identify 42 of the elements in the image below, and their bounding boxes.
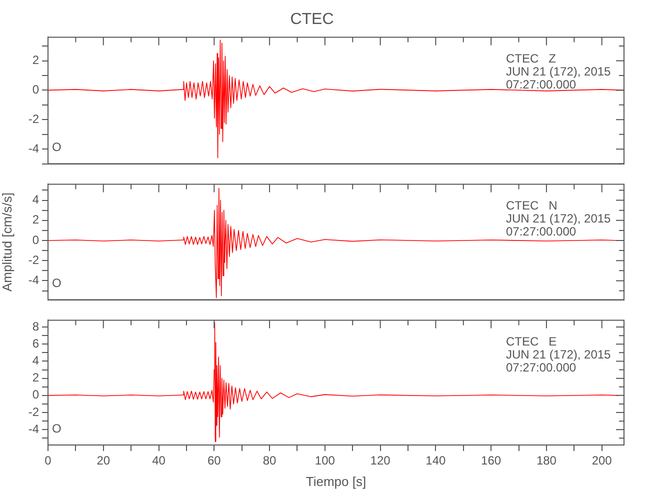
x-tick-label: 180 [536, 454, 557, 468]
y-tick-label: 0 [32, 232, 40, 247]
x-tick-label: 40 [152, 454, 166, 468]
x-tick-label: 20 [96, 454, 110, 468]
y-tick-label: -2 [28, 112, 40, 126]
annotation: 07:27:00.000 [506, 360, 576, 375]
x-tick-label: 60 [207, 454, 222, 468]
y-tick-label: 2 [32, 370, 40, 385]
x-axis-title: Tiempo [s] [306, 474, 366, 489]
annotation: 07:27:00.000 [506, 78, 576, 92]
y-tick-label: 2 [32, 212, 40, 227]
x-tick-label: 160 [481, 454, 502, 468]
y-tick-label: -4 [28, 422, 40, 436]
annotation: JUN 21 (172), 2015 [506, 64, 612, 79]
x-tick-label: 0 [44, 454, 52, 468]
y-tick-label: 4 [32, 192, 40, 207]
annotation: O [52, 140, 62, 154]
chart-title: CTEC [290, 11, 334, 28]
y-tick-label: 2 [32, 53, 40, 68]
annotation: CTEC N [506, 198, 558, 213]
y-tick-label: -4 [28, 141, 40, 156]
x-tick-label: 120 [370, 454, 391, 468]
y-tick-label: -2 [28, 404, 40, 419]
y-tick-label: 4 [32, 354, 40, 368]
y-tick-label: 6 [32, 336, 40, 350]
y-tick-label: -4 [28, 273, 40, 288]
x-tick-label: 80 [262, 454, 277, 468]
annotation: CTEC Z [506, 52, 556, 66]
annotation: JUN 21 (172), 2015 [506, 212, 612, 226]
annotation: O [52, 276, 62, 290]
y-tick-label: 8 [32, 319, 40, 334]
y-tick-label: 0 [32, 388, 40, 402]
x-tick-label: 100 [314, 454, 336, 468]
y-axis-title: Amplitud [cm/s/s] [0, 192, 14, 292]
x-tick-label: 140 [426, 454, 446, 468]
y-tick-label: 0 [32, 82, 40, 97]
annotation: 07:27:00.000 [506, 224, 576, 239]
annotation: JUN 21 (172), 2015 [506, 348, 612, 362]
annotation: O [52, 421, 62, 436]
annotation: CTEC E [506, 334, 557, 349]
x-tick-label: 200 [592, 454, 612, 468]
y-tick-label: -2 [28, 252, 40, 267]
